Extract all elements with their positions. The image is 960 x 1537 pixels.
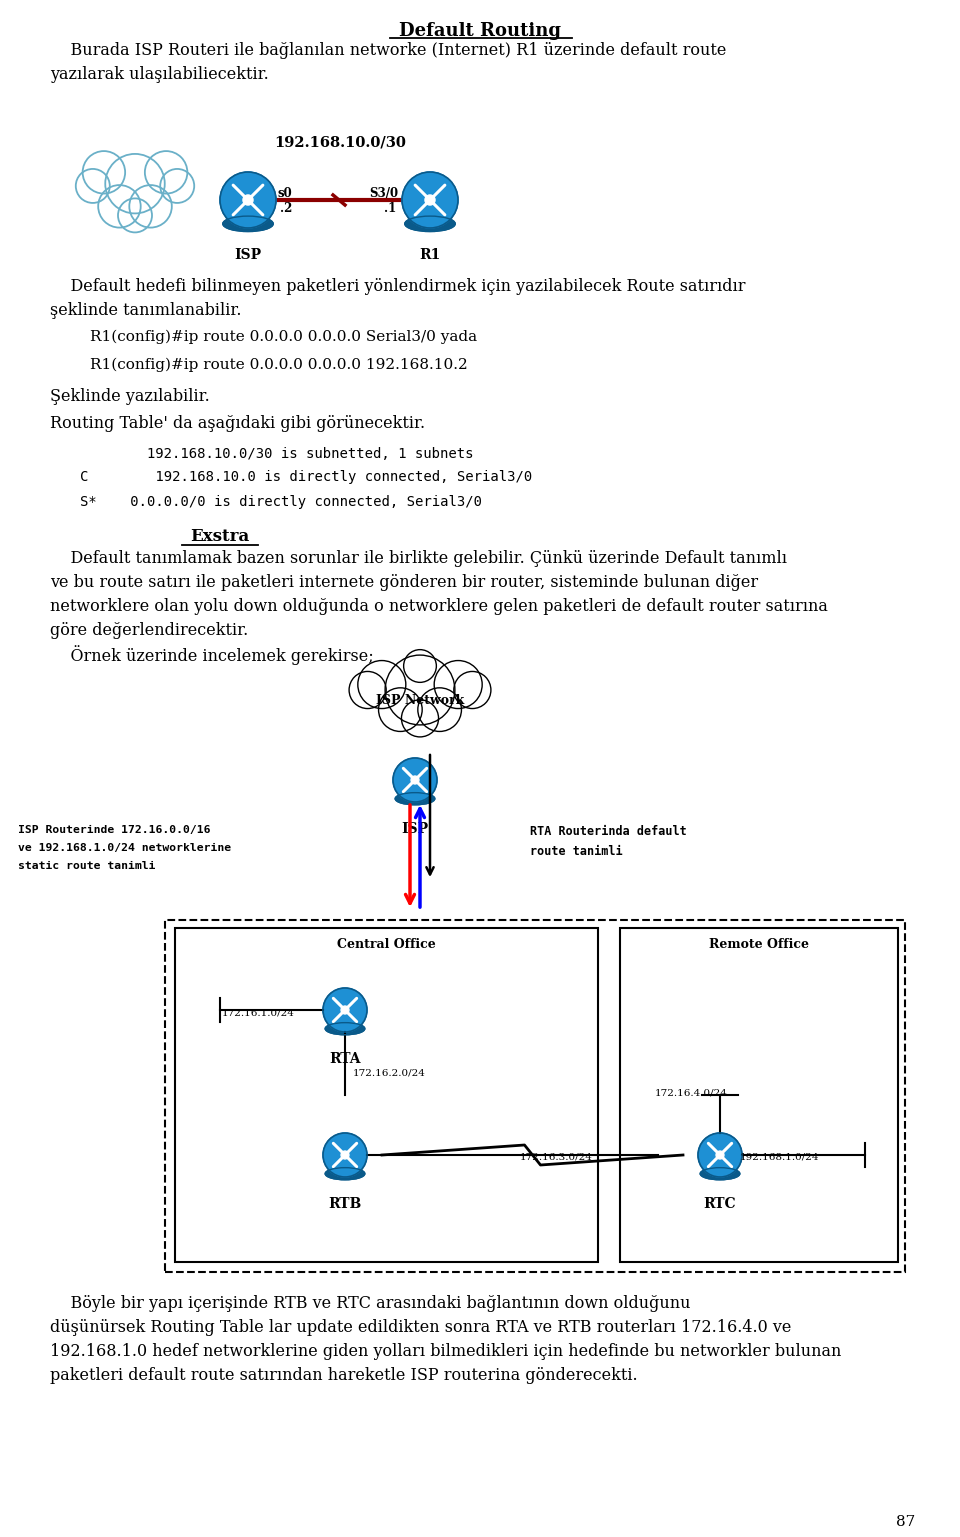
Text: ISP: ISP <box>401 822 428 836</box>
Circle shape <box>341 1151 349 1159</box>
Text: 172.16.4.0/24: 172.16.4.0/24 <box>655 1088 728 1097</box>
Text: Burada ISP Routeri ile bağlanılan networke (Internet) R1 üzerinde default route
: Burada ISP Routeri ile bağlanılan networ… <box>50 41 727 83</box>
Text: S3/0: S3/0 <box>369 188 398 200</box>
Text: R1(config)#ip route 0.0.0.0 0.0.0.0 Serial3/0 yada: R1(config)#ip route 0.0.0.0 0.0.0.0 Seri… <box>90 330 477 344</box>
Circle shape <box>411 776 419 784</box>
Circle shape <box>716 1151 724 1159</box>
Circle shape <box>403 650 437 682</box>
Bar <box>620 928 898 1262</box>
Bar <box>165 921 905 1273</box>
Circle shape <box>454 672 491 709</box>
Text: ISP: ISP <box>234 247 261 261</box>
Circle shape <box>130 184 172 227</box>
Circle shape <box>243 195 253 204</box>
Circle shape <box>698 1133 742 1177</box>
Text: 192.168.10.0/30: 192.168.10.0/30 <box>274 135 406 149</box>
Text: RTA Routerinda default: RTA Routerinda default <box>530 825 686 838</box>
Text: 87: 87 <box>896 1515 915 1529</box>
Circle shape <box>434 661 482 709</box>
Circle shape <box>358 661 406 709</box>
Circle shape <box>323 1133 367 1177</box>
Circle shape <box>385 655 455 725</box>
Circle shape <box>145 151 187 194</box>
Text: C        192.168.10.0 is directly connected, Serial3/0: C 192.168.10.0 is directly connected, Se… <box>80 470 532 484</box>
Text: Şeklinde yazılabilir.: Şeklinde yazılabilir. <box>50 387 209 406</box>
Text: .2: .2 <box>280 201 293 215</box>
Ellipse shape <box>223 217 274 232</box>
Text: static route tanimli: static route tanimli <box>18 861 156 871</box>
Text: .1: .1 <box>384 201 396 215</box>
Circle shape <box>106 154 165 214</box>
Text: Böyle bir yapı içerişinde RTB ve RTC arasındaki bağlantının down olduğunu
düşünü: Böyle bir yapı içerişinde RTB ve RTC ara… <box>50 1296 841 1385</box>
Text: Exstra: Exstra <box>190 529 250 546</box>
Ellipse shape <box>325 1022 365 1034</box>
Circle shape <box>349 672 386 709</box>
Text: route tanimli: route tanimli <box>530 845 623 858</box>
Text: Örnek üzerinde incelemek gerekirse;: Örnek üzerinde incelemek gerekirse; <box>50 646 373 666</box>
Circle shape <box>118 198 152 232</box>
Bar <box>175 928 598 1262</box>
Text: Default tanımlamak bazen sorunlar ile birlikte gelebilir. Çünkü üzerinde Default: Default tanımlamak bazen sorunlar ile bi… <box>50 550 828 639</box>
Text: ISP Network: ISP Network <box>376 693 464 707</box>
Text: RTA: RTA <box>329 1051 361 1067</box>
Text: 172.16.3.0/24: 172.16.3.0/24 <box>520 1153 593 1162</box>
Circle shape <box>323 988 367 1031</box>
Text: s0: s0 <box>278 188 293 200</box>
Ellipse shape <box>700 1168 740 1180</box>
Circle shape <box>98 184 141 227</box>
Circle shape <box>401 699 439 736</box>
Text: 192.168.10.0/30 is subnetted, 1 subnets: 192.168.10.0/30 is subnetted, 1 subnets <box>105 447 473 461</box>
Circle shape <box>341 1007 349 1014</box>
Circle shape <box>418 689 462 732</box>
Text: R1(config)#ip route 0.0.0.0 0.0.0.0 192.168.10.2: R1(config)#ip route 0.0.0.0 0.0.0.0 192.… <box>90 358 468 372</box>
Circle shape <box>220 172 276 227</box>
Text: Remote Office: Remote Office <box>709 938 809 951</box>
Circle shape <box>83 151 125 194</box>
Text: S*    0.0.0.0/0 is directly connected, Serial3/0: S* 0.0.0.0/0 is directly connected, Seri… <box>80 495 482 509</box>
Text: Default Routing: Default Routing <box>399 22 561 40</box>
Circle shape <box>402 172 458 227</box>
Text: RTB: RTB <box>328 1197 362 1211</box>
Ellipse shape <box>396 793 435 805</box>
Circle shape <box>378 689 422 732</box>
Circle shape <box>160 169 194 203</box>
Text: 192.168.1.0/24: 192.168.1.0/24 <box>740 1153 820 1162</box>
Text: RTC: RTC <box>704 1197 736 1211</box>
Text: R1: R1 <box>420 247 441 261</box>
Text: Routing Table' da aşağıdaki gibi görünecektir.: Routing Table' da aşağıdaki gibi görünec… <box>50 415 425 432</box>
Text: Default hedefi bilinmeyen paketleri yönlendirmek için yazilabilecek Route satırı: Default hedefi bilinmeyen paketleri yönl… <box>50 278 746 320</box>
Text: ve 192.168.1.0/24 networklerine: ve 192.168.1.0/24 networklerine <box>18 842 231 853</box>
Ellipse shape <box>325 1168 365 1180</box>
Text: 172.16.1.0/24: 172.16.1.0/24 <box>222 1008 295 1017</box>
Text: Central Office: Central Office <box>337 938 436 951</box>
Circle shape <box>76 169 109 203</box>
Circle shape <box>425 195 435 204</box>
Ellipse shape <box>405 217 455 232</box>
Text: ISP Routerinde 172.16.0.0/16: ISP Routerinde 172.16.0.0/16 <box>18 825 210 835</box>
Text: 172.16.2.0/24: 172.16.2.0/24 <box>353 1068 426 1077</box>
Circle shape <box>393 758 437 802</box>
